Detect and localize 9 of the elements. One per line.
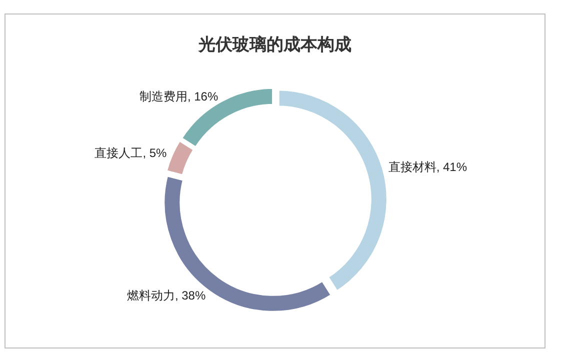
data-label: , 41% (436, 160, 468, 174)
data-label: , 5% (142, 146, 168, 160)
slice-label: 制造费用 (139, 90, 188, 104)
slice-label: 燃料动力 (126, 288, 175, 302)
slice-label: 直接人工 (94, 146, 143, 160)
data-label: , 16% (187, 90, 218, 104)
slice-label: 直接材料 (388, 160, 436, 174)
data-label: , 38% (174, 288, 206, 302)
chart-title: 光伏玻璃的成本构成 (198, 35, 352, 54)
